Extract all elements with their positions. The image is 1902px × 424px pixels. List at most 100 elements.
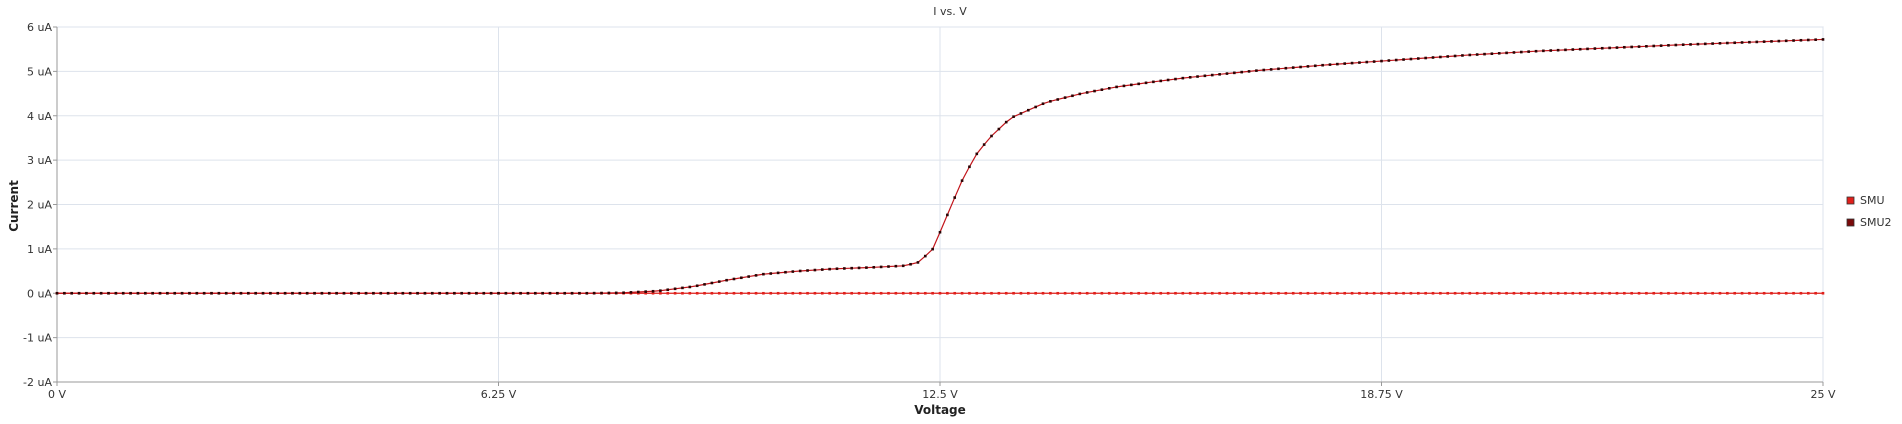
data-point bbox=[1240, 291, 1243, 295]
data-point bbox=[1784, 39, 1788, 43]
data-point bbox=[173, 291, 177, 295]
data-point bbox=[717, 291, 721, 295]
data-point bbox=[1814, 38, 1817, 41]
data-point bbox=[1063, 96, 1067, 99]
data-point bbox=[247, 291, 250, 295]
data-point bbox=[923, 254, 927, 258]
data-point bbox=[1416, 57, 1420, 60]
data-point bbox=[1431, 291, 1435, 295]
data-point bbox=[548, 291, 552, 295]
data-point bbox=[1534, 49, 1538, 53]
data-point bbox=[931, 291, 934, 295]
data-point bbox=[843, 291, 846, 295]
data-point bbox=[372, 291, 375, 295]
data-point bbox=[1078, 291, 1082, 295]
data-point bbox=[1549, 291, 1553, 295]
data-point bbox=[901, 291, 905, 295]
data-point bbox=[1130, 83, 1133, 87]
data-point bbox=[1630, 45, 1633, 49]
data-point bbox=[1122, 84, 1126, 88]
data-point bbox=[747, 275, 750, 278]
data-point bbox=[982, 291, 986, 295]
data-point bbox=[1718, 42, 1722, 45]
x-tick-label: 6.25 V bbox=[481, 388, 517, 401]
data-point bbox=[1107, 291, 1111, 295]
y-axis-label: Current bbox=[7, 180, 21, 232]
data-point bbox=[1100, 88, 1104, 91]
data-point bbox=[1115, 85, 1118, 89]
data-point bbox=[1350, 61, 1354, 65]
y-tick-label: -2 uA bbox=[23, 376, 52, 389]
data-point bbox=[1792, 39, 1795, 42]
data-point bbox=[320, 291, 324, 295]
data-point bbox=[1490, 291, 1494, 295]
data-point bbox=[489, 291, 493, 295]
data-point bbox=[1240, 70, 1243, 74]
data-point bbox=[85, 291, 88, 295]
y-tick-label: 0 uA bbox=[27, 287, 52, 300]
data-point bbox=[1343, 291, 1347, 295]
data-point bbox=[1461, 54, 1464, 57]
data-point bbox=[1247, 291, 1251, 295]
data-point bbox=[673, 291, 677, 295]
data-point bbox=[1512, 51, 1516, 54]
data-point bbox=[982, 143, 986, 146]
data-point bbox=[747, 291, 750, 295]
data-point bbox=[1218, 73, 1221, 76]
data-point bbox=[1115, 291, 1118, 295]
data-point bbox=[710, 281, 714, 285]
data-point bbox=[1748, 291, 1751, 295]
data-point bbox=[659, 291, 662, 295]
data-point bbox=[269, 291, 272, 295]
data-point bbox=[77, 291, 81, 295]
data-point bbox=[1733, 41, 1736, 45]
data-point bbox=[1225, 291, 1229, 295]
data-point bbox=[644, 291, 647, 295]
data-point bbox=[92, 291, 96, 295]
data-point bbox=[1321, 63, 1324, 67]
data-point bbox=[217, 291, 221, 295]
data-point bbox=[695, 284, 699, 288]
data-point bbox=[63, 291, 66, 295]
data-point bbox=[1034, 291, 1037, 295]
data-point bbox=[1188, 75, 1192, 79]
data-point bbox=[1549, 49, 1553, 52]
data-point bbox=[997, 127, 1001, 131]
data-point bbox=[695, 291, 699, 295]
data-point bbox=[1762, 40, 1766, 43]
data-point bbox=[335, 291, 338, 295]
data-point bbox=[1799, 38, 1803, 42]
data-point bbox=[1012, 115, 1015, 118]
data-point bbox=[1505, 51, 1508, 55]
data-point bbox=[188, 291, 191, 295]
data-point bbox=[938, 291, 942, 295]
data-point bbox=[1416, 291, 1420, 295]
data-point bbox=[298, 291, 302, 295]
data-point bbox=[1608, 46, 1611, 50]
data-point bbox=[798, 269, 802, 273]
data-point bbox=[1726, 291, 1729, 295]
data-point bbox=[239, 291, 243, 295]
data-point bbox=[1313, 64, 1317, 68]
data-point bbox=[813, 268, 817, 272]
data-point bbox=[1564, 48, 1567, 52]
data-point bbox=[408, 291, 412, 295]
data-point bbox=[379, 291, 383, 295]
data-point bbox=[1409, 57, 1413, 61]
data-point bbox=[1019, 291, 1023, 295]
data-point bbox=[1409, 291, 1413, 295]
data-point bbox=[769, 291, 773, 295]
data-point bbox=[894, 264, 898, 268]
data-point bbox=[1247, 70, 1251, 73]
data-point bbox=[1336, 291, 1339, 295]
data-point bbox=[1019, 112, 1023, 115]
data-point bbox=[865, 291, 868, 295]
data-point bbox=[445, 291, 449, 295]
data-point bbox=[1372, 60, 1376, 63]
data-point bbox=[762, 291, 765, 295]
data-point bbox=[1218, 291, 1221, 295]
data-point bbox=[990, 291, 993, 295]
data-point bbox=[931, 247, 934, 251]
